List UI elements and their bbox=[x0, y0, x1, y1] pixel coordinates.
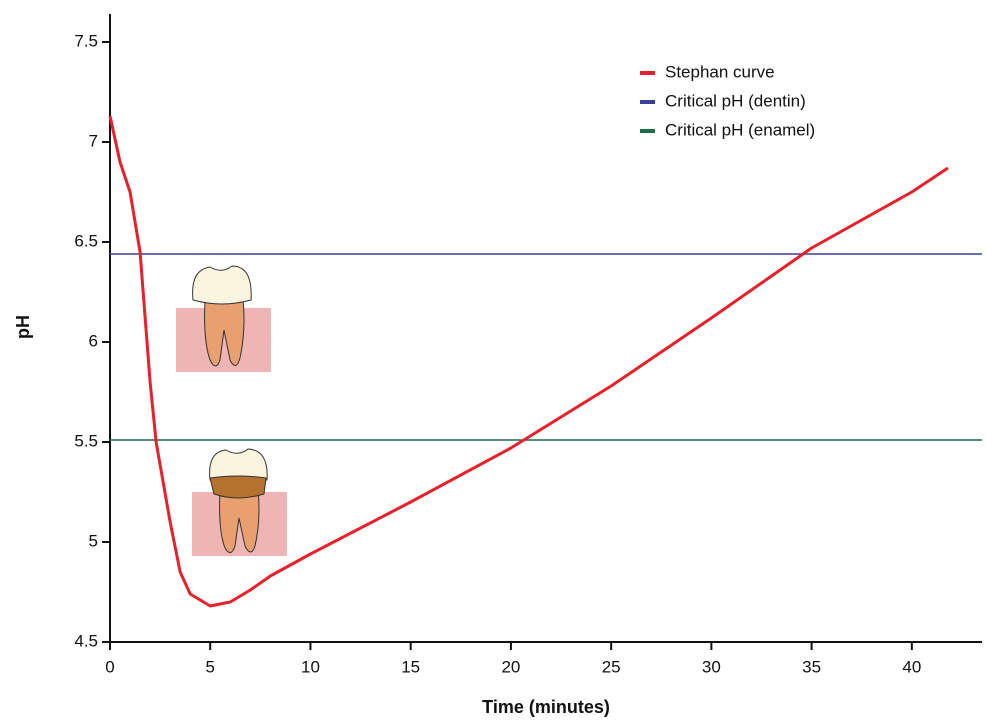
x-axis-label: Time (minutes) bbox=[482, 697, 610, 717]
x-tick-label: 5 bbox=[205, 657, 214, 676]
x-tick-label: 40 bbox=[902, 657, 921, 676]
y-tick-label: 7 bbox=[89, 131, 98, 150]
x-tick-label: 10 bbox=[301, 657, 320, 676]
legend-label: Critical pH (dentin) bbox=[665, 91, 806, 110]
y-tick-label: 5 bbox=[89, 531, 98, 550]
y-tick-label: 7.5 bbox=[74, 31, 98, 50]
x-tick-label: 30 bbox=[702, 657, 721, 676]
x-tick-label: 20 bbox=[501, 657, 520, 676]
x-tick-label: 0 bbox=[105, 657, 114, 676]
legend-label: Stephan curve bbox=[665, 62, 775, 81]
x-tick-label: 35 bbox=[802, 657, 821, 676]
x-tick-label: 25 bbox=[602, 657, 621, 676]
y-tick-label: 6 bbox=[89, 331, 98, 350]
y-tick-label: 5.5 bbox=[74, 431, 98, 450]
y-tick-label: 4.5 bbox=[74, 631, 98, 650]
tooth-decayed bbox=[192, 448, 287, 556]
stephan-curve bbox=[108, 115, 949, 608]
x-tick-label: 15 bbox=[401, 657, 420, 676]
y-axis-label: pH bbox=[13, 315, 33, 339]
y-tick-label: 6.5 bbox=[74, 231, 98, 250]
tooth-healthy bbox=[176, 265, 271, 372]
legend-label: Critical pH (enamel) bbox=[665, 120, 815, 139]
